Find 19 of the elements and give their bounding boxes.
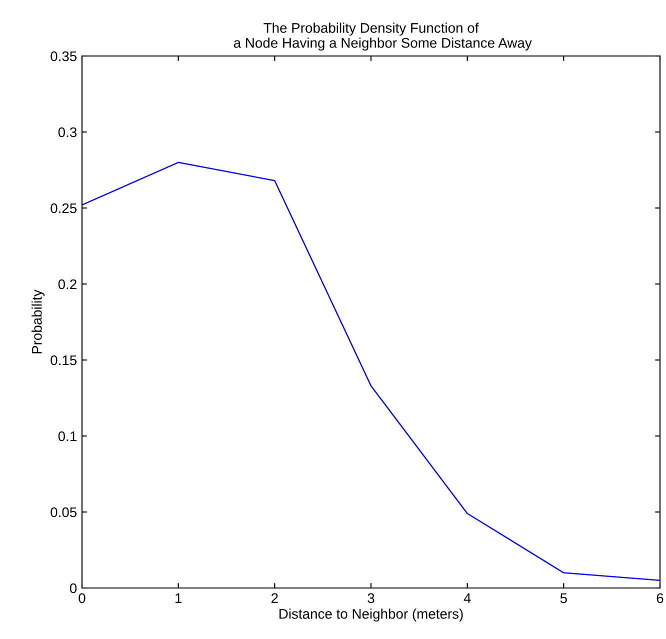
x-tick-label: 6 — [656, 593, 664, 604]
x-tick-label: 3 — [368, 593, 374, 604]
x-tick-label: 1 — [176, 593, 182, 603]
y-tick-label: 0.05 — [50, 507, 77, 518]
x-tick-label: 4 — [464, 593, 471, 603]
y-tick-label: 0.2 — [58, 279, 76, 290]
x-tick-label: 0 — [78, 593, 86, 604]
y-tick-label: 0 — [70, 583, 77, 594]
y-tick-label: 0.35 — [50, 51, 77, 62]
x-tick-label: 5 — [560, 593, 567, 604]
y-tick-label: 0.15 — [50, 355, 77, 366]
y-tick-label: 0.25 — [50, 203, 77, 214]
y-axis-title: Probability — [32, 290, 45, 354]
line-series — [82, 162, 660, 582]
y-tick-label: 0.3 — [58, 127, 77, 138]
y-tick-label: 0.1 — [58, 431, 76, 442]
x-axis-title: Distance to Neighbor (meters) — [280, 608, 463, 622]
x-tick-label: 2 — [272, 593, 278, 603]
chart-title: The Probability Density Function of a Node Having a Neighbor Some Distance Away — [234, 22, 532, 51]
